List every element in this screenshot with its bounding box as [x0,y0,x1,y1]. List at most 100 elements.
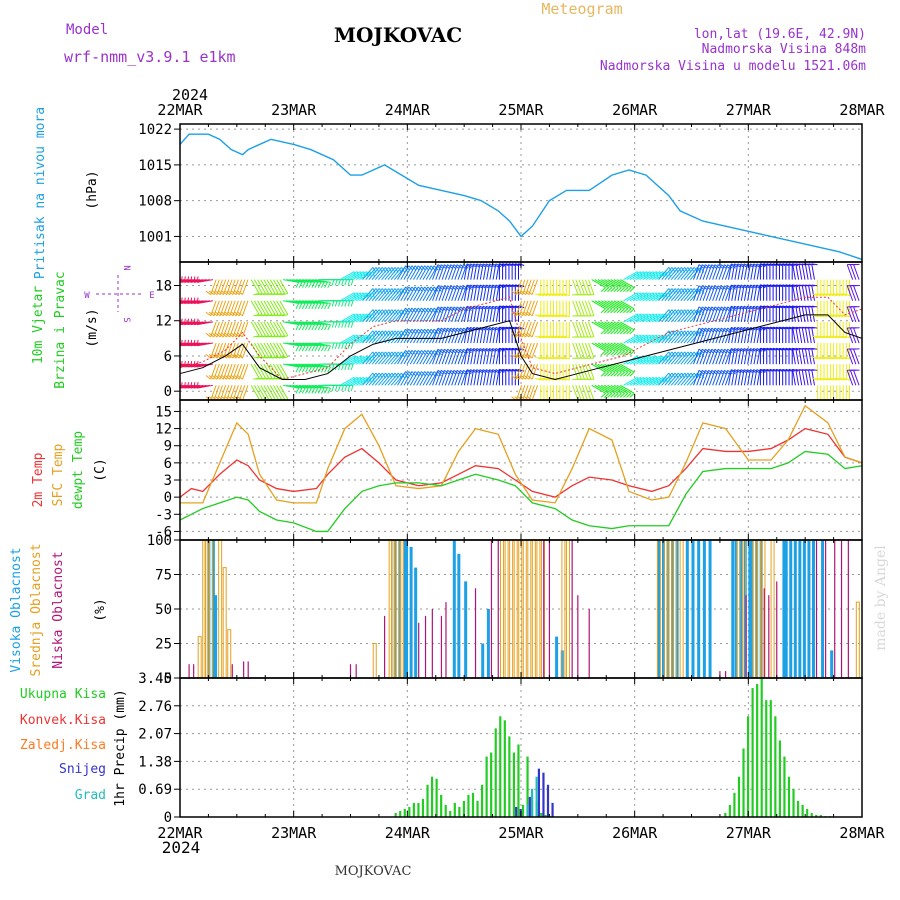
model-name: wrf-nmm_v3.9.1 e1km [64,48,236,66]
wind-barb [242,385,249,400]
wind-barb-flag [334,300,338,307]
wind-barb [670,288,682,302]
wind-barb-flag [187,360,189,368]
wind-barbs [169,263,860,400]
wind-barb-flag [538,293,545,297]
wind-barb-flag [190,360,193,368]
wind-barb [648,313,664,323]
wind-barb [260,300,270,315]
mid-cloud-bar [536,539,541,679]
wind-barb [263,321,273,337]
wind-barb [238,321,246,338]
wind-barb [632,271,648,281]
wind-barb [390,288,402,302]
wind-barb-flag [169,340,170,346]
wind-barb-flag [212,311,218,317]
wind-barb-flag [281,314,288,317]
wind-barb [286,363,303,368]
wind-barb [753,348,758,365]
wind-barb [422,371,432,386]
y-tick-label: 0 [164,490,172,506]
wind-barb-flag [231,332,237,338]
wind-barb-flag [334,385,338,392]
wind-barb [273,300,282,315]
wind-barb [661,288,673,302]
wind-barb [476,263,481,280]
wind-barb-flag [600,371,606,377]
wind-barb [712,348,719,365]
wind-barb-flag [613,392,619,398]
wind-barb [346,271,361,281]
wind-barb-flag [544,314,551,318]
wind-barb-flag [520,290,527,296]
wind-barb [365,309,377,323]
wind-barb [795,369,800,386]
wind-barb [705,285,713,301]
wind-barb-flag [253,314,260,317]
wind-barb-flag [215,353,221,359]
wind-barb-flag [231,311,237,317]
wind-barb [371,351,383,365]
wind-barb-flag [811,305,818,308]
wind-barb [340,355,355,365]
high-cloud-bar [793,540,797,678]
wind-barb [238,300,246,316]
wind-barb [801,284,806,301]
wind-barb [438,348,445,365]
snow-bar [551,802,554,817]
wind-barb [463,369,468,386]
wind-barb [467,263,471,280]
wind-barb [381,330,393,344]
wind-barb-flag [224,375,231,380]
total-precip-bar [480,784,484,817]
mid-cloud-bar [679,539,684,679]
wind-barb [696,264,703,280]
wind-barb [616,363,632,373]
wind-barb [454,306,461,323]
wind-barb [260,321,270,337]
y-tick-label: 100 [147,533,172,549]
wind-barb [444,348,452,365]
wind-barb [454,348,461,365]
wind-barb [250,342,260,358]
wind-barb [600,279,616,289]
wind-barb-flag [527,290,533,296]
wind-barb [712,285,719,301]
wind-barb-flag [324,303,328,310]
wind-barb [289,321,306,326]
wind-barb [677,351,689,365]
wind-barb [661,330,673,344]
mid-cloud-bar [372,643,377,679]
wind-barb [715,306,722,323]
wind-barb-flag [534,377,541,381]
wind-barb [753,369,758,386]
high-cloud-bar [452,540,456,678]
wind-barb [811,348,815,365]
wind-barb [572,279,579,295]
wind-barb [362,351,374,365]
wind-barb-flag [317,387,322,394]
high-cloud-bar [807,540,811,678]
wind-barb-flag [272,335,279,338]
wind-barb [397,265,406,280]
wind-barb-flag [629,308,635,314]
wind-barb [387,267,399,280]
y-tick-label: 0 [164,384,172,400]
bottom-date-label: 23MAR [271,824,317,842]
wind-barb-flag [317,345,322,352]
wind-barb-flag [308,366,312,373]
wind-barb-flag [314,303,319,310]
wind-barb [467,327,471,344]
legend-graupel: Grad [75,788,106,803]
total-precip-bar [801,804,804,817]
wind-barb [600,321,616,331]
wind-barb [846,285,854,301]
wind-barb [575,364,582,380]
wind-barb [708,348,716,365]
wind-barb [416,328,426,344]
wind-barb-flag [265,356,272,359]
wind-barb [413,307,422,323]
wind-barb [253,321,263,337]
wind-barb [314,384,331,389]
wind-barb [591,342,606,352]
